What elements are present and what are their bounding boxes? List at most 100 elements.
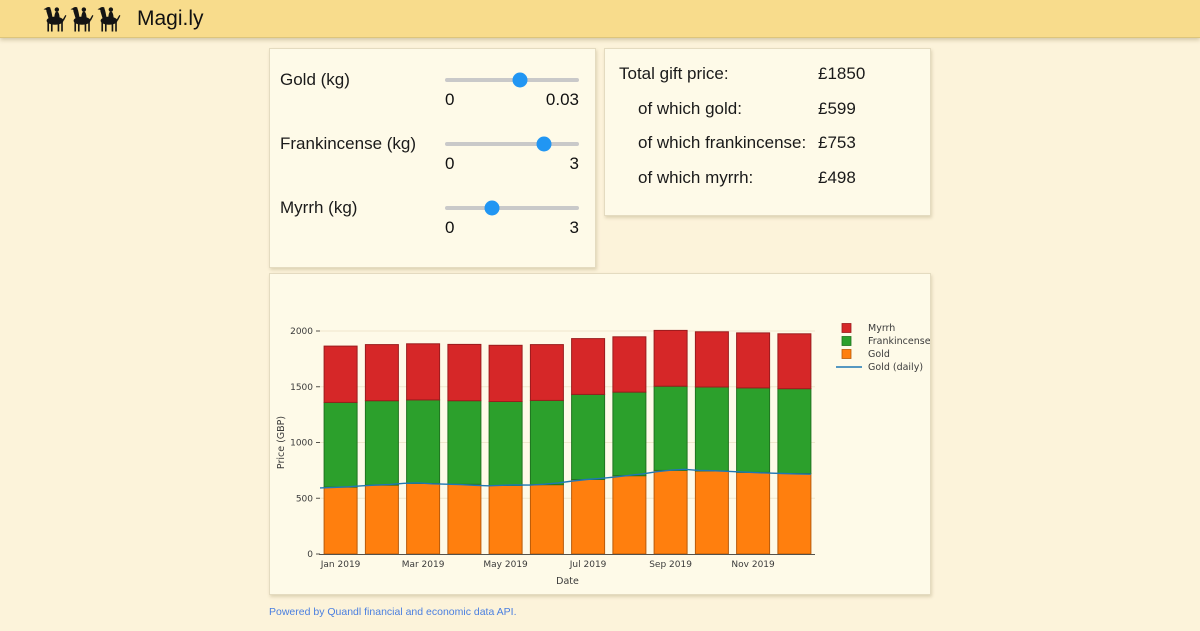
bar-myrrh-11[interactable]	[777, 333, 812, 390]
summary-label: of which frankincense:	[638, 133, 807, 152]
slider-range-labels: 0 0.03	[445, 90, 579, 110]
bar-myrrh-6[interactable]	[571, 338, 606, 395]
bar-frankincense-0[interactable]	[323, 401, 358, 488]
slider-control: 0 0.03	[445, 69, 579, 110]
slider-thumb[interactable]	[512, 72, 528, 88]
slider-track[interactable]	[445, 72, 579, 88]
bar-gold-10[interactable]	[736, 471, 771, 555]
summary-value: £753	[818, 133, 856, 152]
slider-control: 0 3	[445, 133, 579, 174]
svg-text:Gold (daily): Gold (daily)	[868, 362, 923, 373]
bar-myrrh-10[interactable]	[736, 332, 771, 389]
bar-frankincense-7[interactable]	[612, 391, 647, 477]
slider-max-label: 0.03	[545, 90, 579, 109]
bar-gold-11[interactable]	[777, 473, 812, 555]
svg-text:Frankincense: Frankincense	[868, 336, 930, 347]
bar-gold-2[interactable]	[406, 483, 441, 555]
sliders-panel: Gold (kg) 0 0.03 Frankincense (kg) 0 3 M…	[269, 48, 596, 268]
bar-gold-3[interactable]	[447, 483, 482, 555]
x-tick-label: Jul 2019	[569, 560, 607, 570]
gold-daily-line[interactable]	[319, 468, 811, 489]
bar-myrrh-9[interactable]	[694, 331, 729, 388]
slider-track[interactable]	[445, 200, 579, 216]
slider-min-label: 0	[445, 90, 455, 109]
gridlines	[320, 330, 815, 499]
slider-min-label: 0	[445, 154, 455, 173]
bar-myrrh-8[interactable]	[653, 329, 688, 387]
bar-gold-4[interactable]	[488, 484, 523, 555]
bar-gold-1[interactable]	[364, 484, 399, 555]
bar-myrrh-1[interactable]	[364, 344, 399, 402]
summary-row: of which myrrh: £498	[619, 168, 914, 188]
legend: Myrrh Frankincense Gold Gold (daily)	[836, 323, 930, 373]
bar-frankincense-10[interactable]	[736, 387, 771, 473]
slider-range-labels: 0 3	[445, 218, 579, 238]
bar-gold-7[interactable]	[612, 475, 647, 555]
bar-gold-0[interactable]	[323, 486, 358, 555]
bar-frankincense-3[interactable]	[447, 400, 482, 485]
slider-track[interactable]	[445, 136, 579, 152]
slider-thumb[interactable]	[484, 200, 500, 216]
price-chart[interactable]: 0 500 1000 1500 2000 Jan 2019 Mar 2019 May 2019…	[270, 274, 930, 594]
bar-frankincense-2[interactable]	[406, 399, 441, 484]
svg-text:Myrrh: Myrrh	[868, 323, 895, 334]
summary-value: £498	[818, 167, 856, 187]
powered-by-link[interactable]: Powered by Quandl financial and economic…	[269, 606, 517, 618]
summary-row: of which gold: £599	[619, 99, 914, 119]
slider-max-label: 3	[569, 154, 579, 173]
bar-myrrh-5[interactable]	[529, 344, 564, 401]
y-tick-label: 500	[296, 494, 313, 504]
x-tick-label: Nov 2019	[731, 560, 775, 570]
bar-frankincense-6[interactable]	[571, 393, 606, 480]
x-tick-label: Jan 2019	[320, 560, 361, 570]
summary-label: Total gift price:	[619, 64, 729, 83]
x-tick-label: May 2019	[483, 560, 528, 570]
summary-label: of which myrrh:	[638, 167, 754, 187]
summary-label: of which gold:	[638, 98, 742, 118]
bar-frankincense-9[interactable]	[694, 386, 729, 472]
summary-panel: Total gift price: £1850 of which gold: £…	[604, 48, 931, 216]
bar-gold-9[interactable]	[694, 470, 729, 555]
bar-frankincense-5[interactable]	[529, 399, 564, 486]
slider-range-labels: 0 3	[445, 154, 579, 174]
bar-myrrh-3[interactable]	[447, 343, 482, 402]
bar-gold-6[interactable]	[571, 479, 606, 555]
bar-frankincense-4[interactable]	[488, 401, 523, 486]
summary-row: of which frankincense: £753	[619, 133, 914, 153]
y-tick-label: 1500	[290, 383, 313, 393]
slider-min-label: 0	[445, 218, 455, 237]
bar-myrrh-7[interactable]	[612, 336, 647, 393]
legend-item-frankincense[interactable]: Frankincense	[841, 336, 930, 347]
bar-myrrh-2[interactable]	[406, 343, 441, 401]
legend-item-myrrh[interactable]: Myrrh	[841, 323, 895, 334]
bar-myrrh-4[interactable]	[488, 344, 523, 403]
x-tick-label: Mar 2019	[402, 560, 445, 570]
bar-frankincense-11[interactable]	[777, 388, 812, 474]
app-title: Magi.ly	[137, 6, 204, 30]
y-tick-label: 2000	[290, 327, 313, 337]
summary-row: Total gift price: £1850	[619, 64, 914, 84]
slider-row: Myrrh (kg) 0 3	[280, 197, 579, 238]
bar-frankincense-8[interactable]	[653, 385, 688, 471]
legend-item-gold[interactable]: Gold	[841, 349, 890, 360]
app-header: Magi.ly	[0, 0, 1200, 38]
y-tick-label: 0	[307, 550, 313, 560]
slider-label: Gold (kg)	[280, 70, 350, 89]
y-tick-label: 1000	[290, 439, 313, 449]
bar-myrrh-0[interactable]	[323, 345, 358, 403]
slider-thumb[interactable]	[536, 136, 552, 152]
svg-text:Gold: Gold	[868, 349, 890, 360]
y-axis-title: Price (GBP)	[276, 416, 287, 469]
bar-gold-8[interactable]	[653, 469, 688, 555]
bar-frankincense-1[interactable]	[364, 400, 399, 486]
x-axis-title: Date	[556, 576, 579, 587]
summary-value: £599	[818, 98, 856, 118]
slider-control: 0 3	[445, 197, 579, 238]
slider-max-label: 3	[569, 218, 579, 237]
x-tick-label: Sep 2019	[649, 560, 692, 570]
chart-panel: 0 500 1000 1500 2000 Jan 2019 Mar 2019 May 2019…	[269, 273, 931, 595]
bar-gold-5[interactable]	[529, 484, 564, 555]
slider-label: Frankincense (kg)	[280, 134, 417, 153]
main-content: Gold (kg) 0 0.03 Frankincense (kg) 0 3 M…	[269, 48, 931, 620]
legend-item-gold-daily-[interactable]: Gold (daily)	[836, 362, 923, 373]
